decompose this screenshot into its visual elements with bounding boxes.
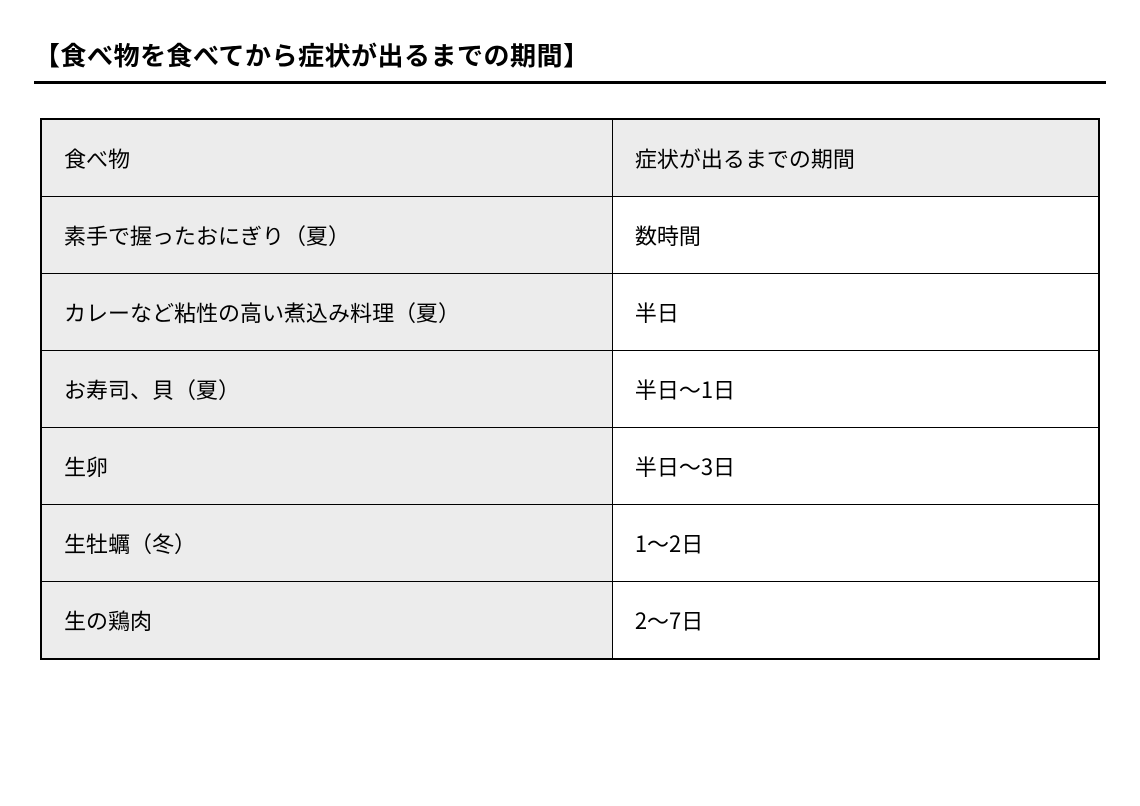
cell-food: 生卵 [41,428,612,505]
col-header-period: 症状が出るまでの期間 [612,119,1099,197]
table-row: 生の鶏肉 2〜7日 [41,582,1099,660]
cell-period: 半日 [612,274,1099,351]
cell-period: 1〜2日 [612,505,1099,582]
table-row: カレーなど粘性の高い煮込み料理（夏） 半日 [41,274,1099,351]
page-title: 【食べ物を食べてから症状が出るまでの期間】 [34,36,1106,84]
table-row: 生卵 半日〜3日 [41,428,1099,505]
table-row: 素手で握ったおにぎり（夏） 数時間 [41,197,1099,274]
cell-food: カレーなど粘性の高い煮込み料理（夏） [41,274,612,351]
table-container: 食べ物 症状が出るまでの期間 素手で握ったおにぎり（夏） 数時間 カレーなど粘性… [34,118,1106,660]
cell-food: 生の鶏肉 [41,582,612,660]
cell-food: お寿司、貝（夏） [41,351,612,428]
cell-food: 素手で握ったおにぎり（夏） [41,197,612,274]
cell-period: 半日〜1日 [612,351,1099,428]
cell-period: 数時間 [612,197,1099,274]
table-row: 生牡蠣（冬） 1〜2日 [41,505,1099,582]
cell-food: 生牡蠣（冬） [41,505,612,582]
table-header-row: 食べ物 症状が出るまでの期間 [41,119,1099,197]
cell-period: 2〜7日 [612,582,1099,660]
table-row: お寿司、貝（夏） 半日〜1日 [41,351,1099,428]
cell-period: 半日〜3日 [612,428,1099,505]
col-header-food: 食べ物 [41,119,612,197]
symptom-period-table: 食べ物 症状が出るまでの期間 素手で握ったおにぎり（夏） 数時間 カレーなど粘性… [40,118,1100,660]
